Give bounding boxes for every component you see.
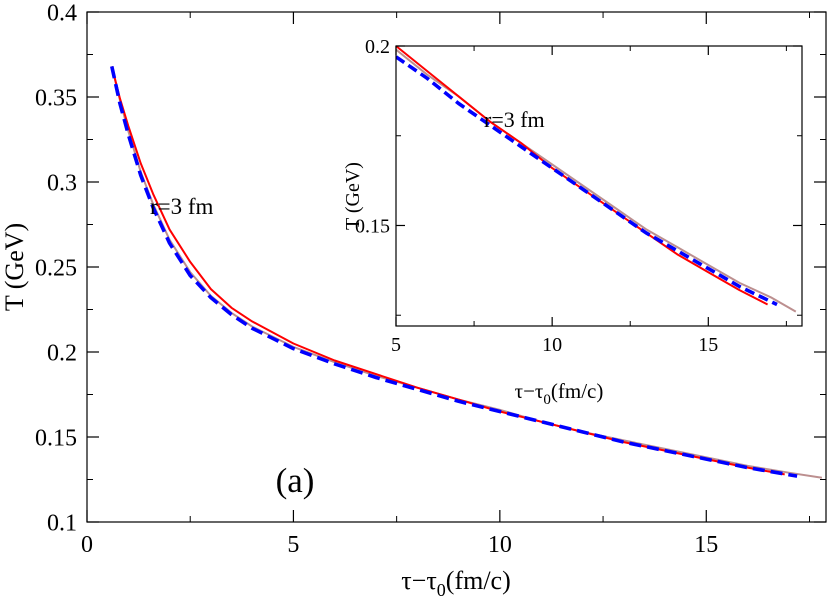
main-y-tick-label: 0.25	[35, 255, 77, 281]
inset-x-axis-label-main: τ−τ	[515, 379, 544, 403]
main-annotation: r=3 fm	[150, 194, 214, 219]
inset-annotation: r=3 fm	[484, 107, 545, 132]
main-x-axis-label-tail: (fm/c)	[446, 566, 511, 595]
inset-x-tick-label: 15	[698, 334, 718, 356]
inset-y-ticks: 0.15 0.2	[355, 36, 802, 316]
main-x-axis-label-sub: 0	[437, 580, 446, 598]
main-y-tick-label: 0.4	[47, 0, 77, 26]
main-y-tick-label: 0.2	[47, 340, 77, 366]
inset-x-axis-label-tail: (fm/c)	[551, 379, 603, 403]
inset-plot: 5 10 15 0.15 0.2 r=3 fm τ−τ0(fm/c) T (GeV)	[342, 36, 803, 408]
main-x-tick-label: 10	[488, 532, 512, 558]
inset-x-axis-label: τ−τ0(fm/c)	[515, 379, 604, 408]
main-panel-label: (a)	[276, 461, 315, 500]
main-x-tick-label: 0	[81, 532, 93, 558]
main-series-lines	[110, 66, 823, 479]
main-series-line-blue-dashed	[110, 66, 798, 478]
inset-series-lines	[396, 46, 797, 313]
inset-series-line-blue-dashed	[396, 55, 778, 307]
inset-y-axis-label: T (GeV)	[342, 162, 364, 230]
main-y-tick-label: 0.1	[47, 510, 77, 536]
inset-y-tick-label: 0.15	[355, 215, 390, 237]
main-x-ticks: 0 5 10 15	[81, 12, 810, 558]
inset-plot-frame	[395, 45, 803, 327]
main-x-tick-label: 15	[694, 532, 718, 558]
main-x-axis-label-main: τ−τ	[401, 566, 437, 595]
main-x-tick-label: 5	[287, 532, 299, 558]
main-y-tick-label: 0.35	[35, 85, 77, 111]
main-y-tick-label: 0.3	[47, 170, 77, 196]
main-x-axis-label: τ−τ0(fm/c)	[401, 566, 511, 598]
inset-y-tick-label: 0.2	[365, 36, 390, 58]
inset-x-ticks: 5 10 15	[391, 46, 787, 356]
inset-x-axis-label-sub: 0	[543, 392, 551, 408]
inset-x-tick-label: 10	[542, 334, 562, 356]
main-y-ticks: 0.10.150.20.250.30.350.4	[35, 0, 826, 536]
inset-x-tick-label: 5	[391, 334, 401, 356]
main-y-axis-label: T (GeV)	[0, 223, 29, 311]
main-y-tick-label: 0.15	[35, 425, 77, 451]
